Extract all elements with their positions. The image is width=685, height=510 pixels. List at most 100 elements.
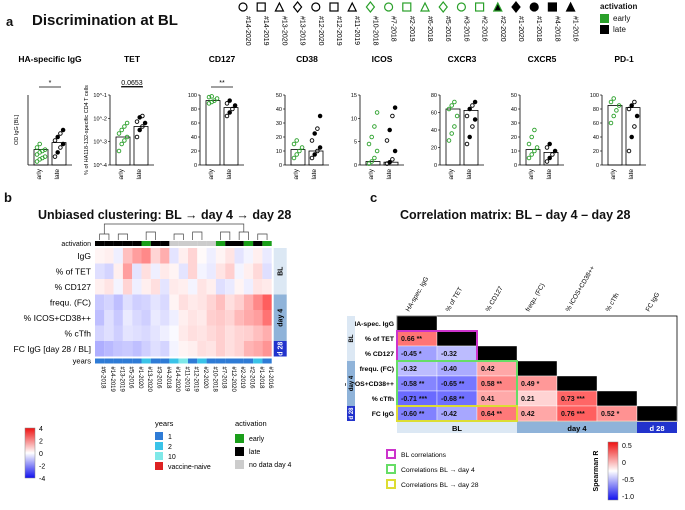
heatmap-cell	[206, 279, 216, 295]
late-point	[140, 113, 145, 119]
heatmap-cell	[234, 263, 244, 279]
y-tick-label: 80	[431, 93, 437, 99]
activation-cell	[215, 241, 226, 246]
corr-value: -0.60 **	[401, 411, 425, 418]
legend-early: early	[600, 14, 680, 23]
heatmap-cell	[95, 248, 105, 264]
corr-row-label: % of TET	[365, 336, 395, 343]
years-legend-swatch	[155, 452, 163, 460]
late-point	[392, 148, 398, 154]
heatmap-cell	[188, 310, 198, 326]
heatmap-cell	[169, 341, 179, 357]
y-tick-label: 60	[593, 121, 599, 127]
years-cell	[178, 358, 188, 364]
x-label-early: early	[610, 168, 617, 180]
heatmap-cell	[262, 325, 272, 341]
years-cell	[215, 358, 226, 364]
y-tick-label: 10	[511, 149, 517, 155]
y-tick-label: 100	[188, 93, 197, 99]
heatmap-cell	[104, 248, 114, 264]
bl-day28-box	[396, 405, 518, 422]
donor-label: #7-2018	[390, 16, 397, 42]
x-label-early: early	[448, 168, 455, 180]
early-point	[452, 124, 457, 129]
donor-label: #12-2020	[317, 16, 324, 46]
activation-legend-swatch	[235, 460, 244, 469]
years-legend-swatch	[155, 442, 163, 450]
late-point	[309, 138, 315, 143]
y-tick-label: 20	[511, 135, 517, 141]
late-point	[472, 117, 478, 122]
y-tick-label: 50	[276, 93, 282, 99]
heatmap-cell	[225, 341, 235, 357]
late-point	[55, 150, 60, 155]
x-label-late: late	[311, 169, 318, 180]
early-point	[42, 154, 48, 159]
corr-value: -0.65 **	[441, 381, 465, 388]
x-label-early: early	[208, 168, 215, 180]
heatmap-row-label: frequ. (FC)	[50, 297, 91, 307]
early-point	[372, 155, 377, 161]
panel-a-title: Discrimination at BL	[32, 12, 178, 29]
early-point	[611, 96, 616, 101]
y-tick-label: 40	[511, 107, 517, 113]
heatmap-row-label: % of TET	[56, 266, 91, 276]
heatmap-cell	[122, 248, 133, 264]
early-point	[532, 148, 537, 154]
dendrogram-branch	[192, 231, 203, 240]
heatmap-cell	[169, 279, 179, 295]
years-cell	[243, 358, 254, 364]
corr-row-label: % cTfh	[372, 396, 394, 403]
donor-symbol	[565, 1, 576, 12]
activation-cell	[188, 241, 198, 246]
heatmap-cell	[160, 279, 170, 295]
corr-value: 0.42	[521, 411, 535, 418]
years-cell	[122, 358, 133, 364]
x-label-early: early	[528, 168, 535, 180]
plot-title: HA-specific IgG	[18, 54, 82, 64]
heatmap-cell	[262, 341, 272, 357]
heatmap-cell	[122, 263, 133, 279]
corr-legend-swatch	[386, 479, 396, 489]
x-label-early: early	[36, 168, 43, 180]
x-label-late: late	[546, 169, 553, 180]
early-point	[446, 138, 452, 143]
years-cell	[113, 358, 123, 364]
heatmap-scale-tick: -2	[39, 464, 45, 471]
y-tick-label: 10	[351, 116, 357, 122]
heatmap-col-label: #4-2018	[165, 367, 171, 390]
bottom-group-label: d 28	[649, 424, 664, 433]
heatmap-cell	[150, 310, 161, 326]
activation-cell	[113, 241, 123, 246]
donor-label: #12-2019	[335, 16, 342, 46]
early-point	[122, 138, 127, 143]
heatmap-col-label: #1-2018	[258, 367, 264, 390]
heatmap-scale-tick: -4	[39, 476, 45, 483]
late-bar	[543, 152, 559, 166]
early-point	[526, 141, 532, 147]
heatmap-col-label: #3-2016	[155, 367, 161, 390]
heatmap-cell	[95, 341, 105, 357]
y-tick-label: 15	[351, 93, 357, 99]
side-group-bar	[347, 361, 355, 406]
heatmap-col-label: #7-2018	[221, 367, 227, 390]
late-point	[472, 99, 478, 105]
late-point	[470, 124, 475, 129]
late-point	[224, 113, 230, 119]
late-point	[230, 106, 235, 112]
heatmap-cell	[104, 279, 114, 295]
y-tick-label: 60	[191, 121, 197, 127]
early-point	[454, 113, 460, 119]
heatmap-cell	[160, 263, 170, 279]
row-group-bar	[273, 248, 287, 295]
bottom-group-bar	[637, 422, 677, 433]
late-point	[312, 152, 317, 157]
side-group-bar	[347, 316, 355, 361]
late-point	[552, 148, 558, 154]
heatmap-cell	[215, 294, 226, 310]
years-legend-label: 1	[168, 434, 172, 441]
heatmap-cell	[243, 263, 254, 279]
y-tick-label: 20	[431, 146, 437, 152]
early-point	[532, 127, 537, 133]
heatmap-cell	[262, 310, 272, 326]
